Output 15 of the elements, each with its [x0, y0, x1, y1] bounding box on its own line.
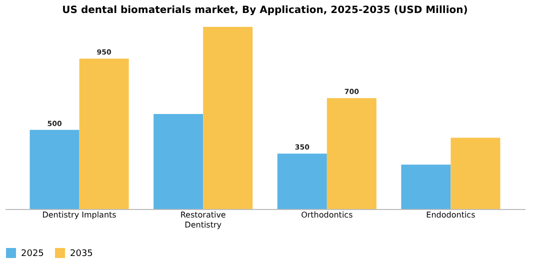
x-tick-label: Orthodontics: [301, 210, 353, 220]
bar: [30, 130, 80, 209]
bar: [79, 58, 129, 209]
x-tick-label: Restorative Dentistry: [180, 210, 226, 230]
bar: [450, 138, 500, 209]
legend-label: 2035: [70, 249, 93, 259]
bar: [277, 154, 327, 209]
chart-title: US dental biomaterials market, By Application, 2025-2035 (USD Million): [62, 5, 468, 16]
legend-label: 2025: [21, 249, 44, 259]
bar: [154, 114, 204, 209]
bar: [326, 98, 376, 209]
x-tick-label: Dentistry Implants: [42, 210, 116, 220]
x-tick-label: Endodontics: [426, 210, 476, 220]
bar: [401, 164, 451, 209]
bar: [203, 26, 253, 209]
